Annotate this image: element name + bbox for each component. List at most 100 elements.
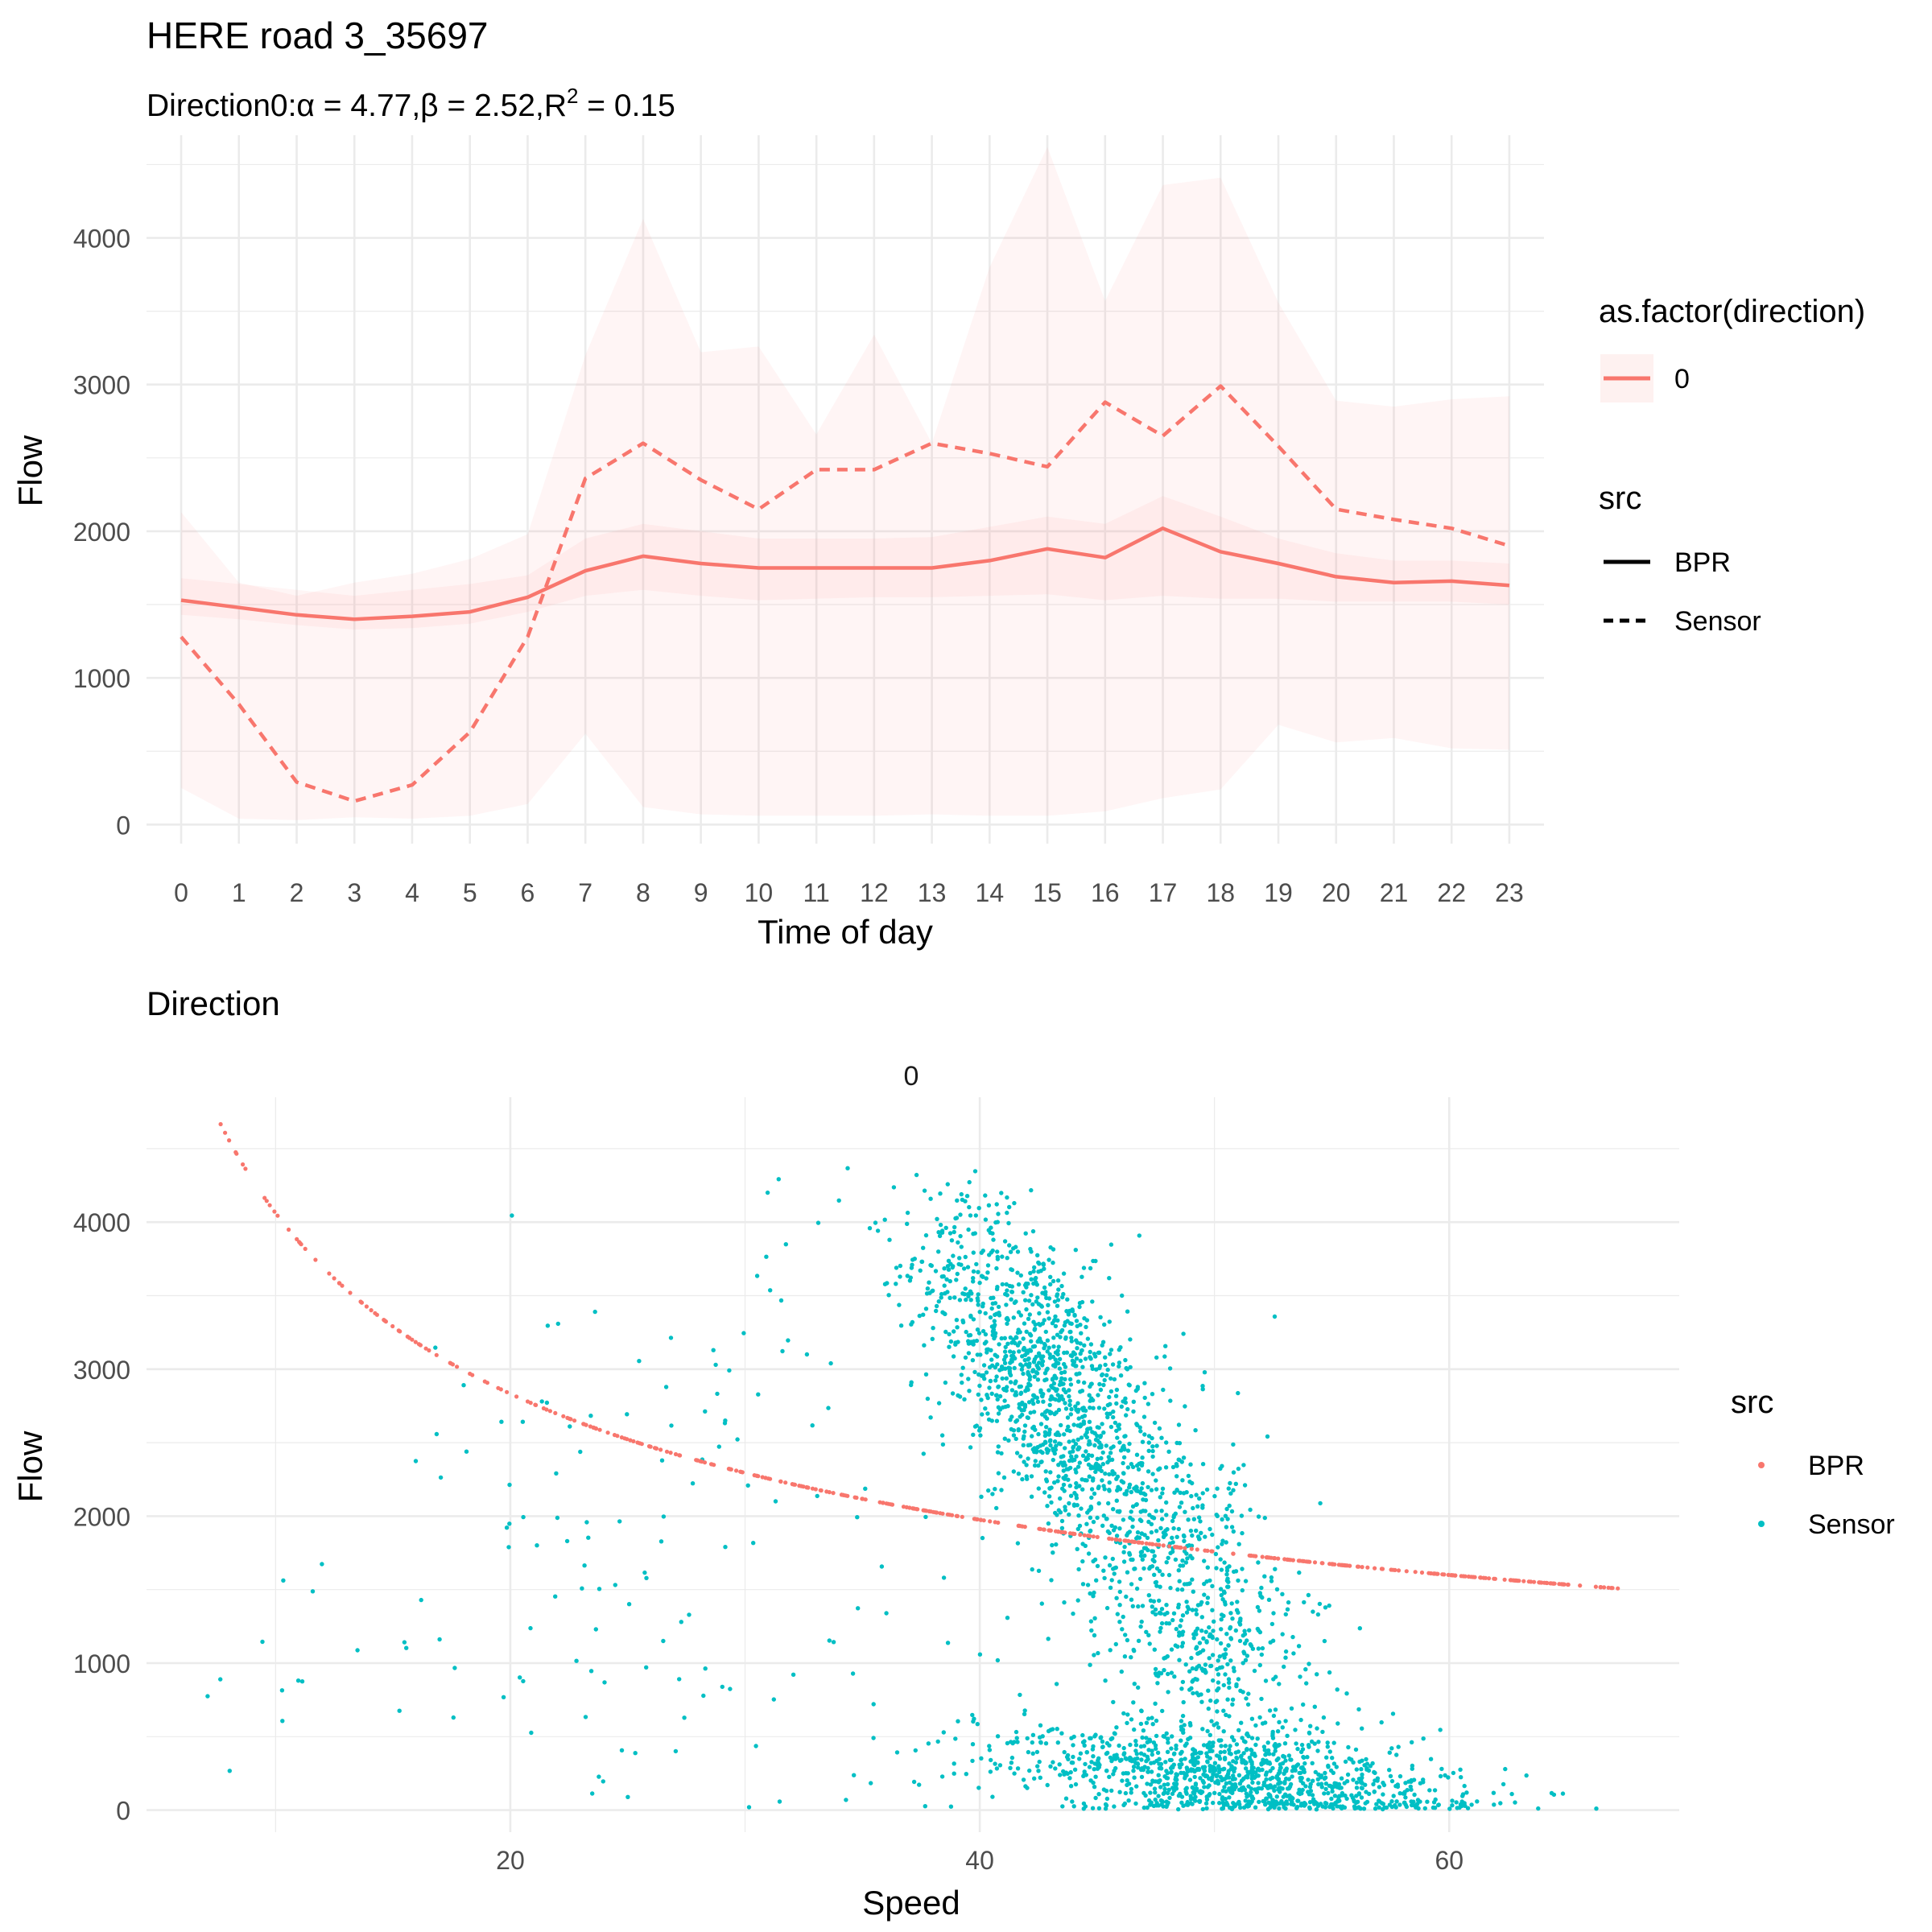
sensor-point [1249, 1790, 1253, 1794]
sensor-point [1273, 1707, 1278, 1712]
sensor-point [1156, 1674, 1161, 1678]
bpr-point [884, 1501, 889, 1506]
sensor-point [1265, 1785, 1270, 1790]
sensor-point [1019, 1402, 1025, 1407]
bpr-point [455, 1364, 460, 1369]
sensor-point [659, 1458, 665, 1463]
sensor-point [1327, 1749, 1333, 1754]
sensor-point [1178, 1791, 1183, 1797]
sensor-point [1323, 1770, 1327, 1776]
sensor-point [1013, 1393, 1018, 1397]
sensor-point [1059, 1394, 1063, 1399]
bpr-point [1231, 1551, 1236, 1556]
sensor-point [1205, 1596, 1211, 1600]
sensor-point [1139, 1619, 1144, 1624]
sensor-point [939, 1291, 944, 1297]
bpr-point [783, 1480, 788, 1485]
top-x-tick-label: 21 [1380, 878, 1409, 907]
sensor-point [1121, 1455, 1127, 1460]
top-x-tick-label: 20 [1322, 878, 1351, 907]
sensor-point [1026, 1400, 1032, 1405]
sensor-point [856, 1606, 861, 1611]
sensor-point [1179, 1757, 1183, 1763]
sensor-point [852, 1773, 857, 1777]
bpr-point [327, 1271, 332, 1276]
sensor-point [1178, 1563, 1183, 1568]
sensor-point [1123, 1357, 1128, 1363]
sensor-point [1107, 1488, 1112, 1493]
sensor-point [1051, 1344, 1056, 1349]
sensor-point [1356, 1791, 1362, 1796]
sensor-point [1117, 1440, 1122, 1445]
sensor-point [1115, 1612, 1121, 1616]
bpr-point [861, 1496, 865, 1501]
sensor-point [1001, 1475, 1007, 1480]
sensor-point [1101, 1568, 1106, 1573]
sensor-point [967, 1204, 972, 1210]
sensor-point [1106, 1501, 1111, 1506]
sensor-point [1062, 1432, 1067, 1437]
sensor-point [1102, 1406, 1107, 1411]
sensor-point [923, 1804, 928, 1809]
sensor-point [989, 1306, 994, 1311]
top-y-tick-label: 4000 [73, 225, 130, 254]
sensor-point [1008, 1335, 1013, 1340]
sensor-point [1244, 1696, 1249, 1701]
sensor-point [1234, 1682, 1239, 1687]
sensor-point [1036, 1486, 1042, 1491]
sensor-point [1185, 1769, 1191, 1774]
sensor-point [1069, 1339, 1075, 1344]
sensor-point [1034, 1299, 1039, 1304]
sensor-point [976, 1428, 982, 1433]
sensor-point [1201, 1743, 1207, 1748]
sensor-point [970, 1758, 975, 1764]
sensor-point [1090, 1366, 1096, 1372]
sensor-point [1007, 1366, 1013, 1371]
sensor-point [1083, 1543, 1088, 1549]
bpr-point [1327, 1562, 1332, 1567]
sensor-point [1044, 1425, 1049, 1430]
sensor-point [1005, 1616, 1010, 1620]
sensor-point [1273, 1741, 1278, 1747]
sensor-point [960, 1291, 965, 1296]
sensor-point [751, 1541, 756, 1546]
sensor-point [1129, 1489, 1134, 1495]
sensor-point [1018, 1692, 1022, 1698]
sensor-point [1144, 1759, 1149, 1764]
sensor-point [1115, 1435, 1120, 1440]
sensor-point [1013, 1729, 1019, 1735]
sensor-point [1333, 1800, 1338, 1806]
bottom-chart-title: Direction [147, 985, 280, 1022]
sensor-point [1243, 1740, 1248, 1744]
sensor-point [1059, 1518, 1065, 1524]
sensor-point [1201, 1636, 1206, 1641]
sensor-point [1187, 1777, 1193, 1782]
sensor-point [1140, 1735, 1145, 1740]
sensor-point [1003, 1344, 1008, 1350]
sensor-point [1285, 1733, 1290, 1738]
sensor-point [1012, 1200, 1017, 1206]
sensor-point [1225, 1662, 1230, 1667]
sensor-point [1277, 1682, 1282, 1686]
sensor-point [1269, 1621, 1275, 1627]
sensor-point [1002, 1239, 1008, 1244]
sensor-point [1102, 1575, 1107, 1581]
sensor-point [1111, 1409, 1116, 1414]
sensor-point [953, 1736, 958, 1741]
sensor-point [1123, 1434, 1128, 1439]
sensor-point [1123, 1756, 1129, 1761]
sensor-point [1107, 1276, 1112, 1281]
sensor-point [1233, 1750, 1239, 1755]
sensor-point [1023, 1298, 1028, 1302]
sensor-point [1364, 1790, 1368, 1794]
sensor-point [756, 1392, 761, 1397]
sensor-point [1074, 1356, 1080, 1361]
sensor-point [1045, 1310, 1051, 1315]
sensor-point [1077, 1757, 1082, 1761]
bpr-point [1122, 1538, 1127, 1543]
bpr-point [1481, 1575, 1486, 1580]
sensor-point [1141, 1744, 1147, 1748]
sensor-point [977, 1383, 982, 1389]
sensor-point [1045, 1349, 1050, 1354]
sensor-point [1381, 1792, 1385, 1797]
